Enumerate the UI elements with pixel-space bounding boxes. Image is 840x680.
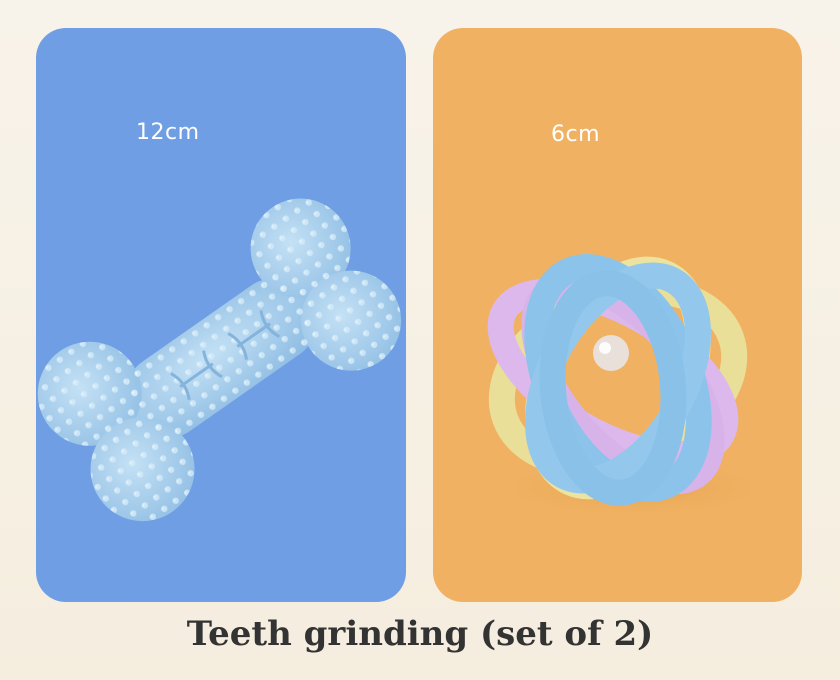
bone-product-card: 12cm xyxy=(36,28,406,602)
product-caption: Teeth grinding (set of 2) xyxy=(186,614,654,654)
woven-rainbow-ball-toy-icon xyxy=(483,254,783,520)
ball-product-card: 6cm xyxy=(433,28,802,602)
ball-size-label: 6cm xyxy=(551,122,601,147)
bone-size-label: 12cm xyxy=(136,120,200,145)
spiky-bone-chew-toy-icon xyxy=(37,198,402,522)
